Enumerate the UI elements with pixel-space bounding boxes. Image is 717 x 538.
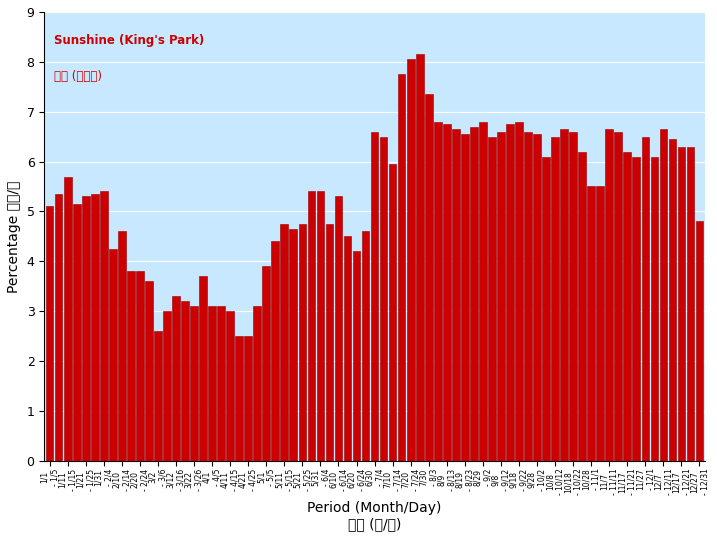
Bar	[343, 236, 351, 461]
Bar	[389, 164, 397, 461]
Bar	[515, 122, 523, 461]
X-axis label: Period (Month/Day)
期間 (月/日): Period (Month/Day) 期間 (月/日)	[308, 501, 442, 531]
Bar	[272, 242, 279, 461]
Bar	[416, 54, 424, 461]
Bar	[290, 229, 297, 461]
Bar	[407, 59, 414, 461]
Bar	[181, 301, 189, 461]
Bar	[650, 157, 658, 461]
Bar	[100, 192, 108, 461]
Bar	[687, 146, 694, 461]
Bar	[217, 306, 225, 461]
Bar	[73, 204, 80, 461]
Bar	[335, 196, 342, 461]
Bar	[542, 157, 550, 461]
Bar	[524, 132, 532, 461]
Bar	[154, 331, 162, 461]
Bar	[298, 224, 306, 461]
Bar	[380, 137, 387, 461]
Bar	[91, 194, 99, 461]
Bar	[587, 187, 595, 461]
Bar	[280, 224, 288, 461]
Bar	[262, 266, 270, 461]
Bar	[253, 306, 261, 461]
Bar	[488, 137, 495, 461]
Bar	[317, 192, 324, 461]
Bar	[145, 281, 153, 461]
Bar	[642, 137, 649, 461]
Bar	[533, 134, 541, 461]
Bar	[461, 134, 469, 461]
Bar	[163, 311, 171, 461]
Bar	[361, 231, 369, 461]
Bar	[668, 139, 676, 461]
Bar	[326, 224, 333, 461]
Bar	[470, 126, 478, 461]
Bar	[614, 132, 622, 461]
Text: Sunshine (King's Park): Sunshine (King's Park)	[54, 34, 204, 47]
Bar	[54, 194, 62, 461]
Bar	[579, 152, 586, 461]
Bar	[371, 132, 379, 461]
Y-axis label: Percentage 小時/日: Percentage 小時/日	[7, 180, 21, 293]
Bar	[46, 207, 54, 461]
Bar	[82, 196, 90, 461]
Bar	[479, 122, 487, 461]
Bar	[560, 129, 568, 461]
Bar	[569, 132, 577, 461]
Bar	[235, 336, 243, 461]
Text: 日照 (京士柏): 日照 (京士柏)	[54, 70, 102, 83]
Bar	[632, 157, 640, 461]
Bar	[443, 124, 450, 461]
Bar	[434, 122, 442, 461]
Bar	[109, 249, 117, 461]
Bar	[208, 306, 216, 461]
Bar	[308, 192, 315, 461]
Bar	[605, 129, 613, 461]
Bar	[353, 251, 361, 461]
Bar	[190, 306, 198, 461]
Bar	[425, 94, 432, 461]
Bar	[118, 231, 125, 461]
Bar	[497, 132, 505, 461]
Bar	[452, 129, 460, 461]
Bar	[678, 146, 685, 461]
Bar	[172, 296, 180, 461]
Bar	[597, 187, 604, 461]
Bar	[136, 271, 143, 461]
Bar	[695, 222, 703, 461]
Bar	[624, 152, 631, 461]
Bar	[127, 271, 135, 461]
Bar	[551, 137, 559, 461]
Bar	[398, 74, 406, 461]
Bar	[64, 176, 72, 461]
Bar	[227, 311, 234, 461]
Bar	[199, 276, 207, 461]
Bar	[660, 129, 668, 461]
Bar	[244, 336, 252, 461]
Bar	[506, 124, 514, 461]
